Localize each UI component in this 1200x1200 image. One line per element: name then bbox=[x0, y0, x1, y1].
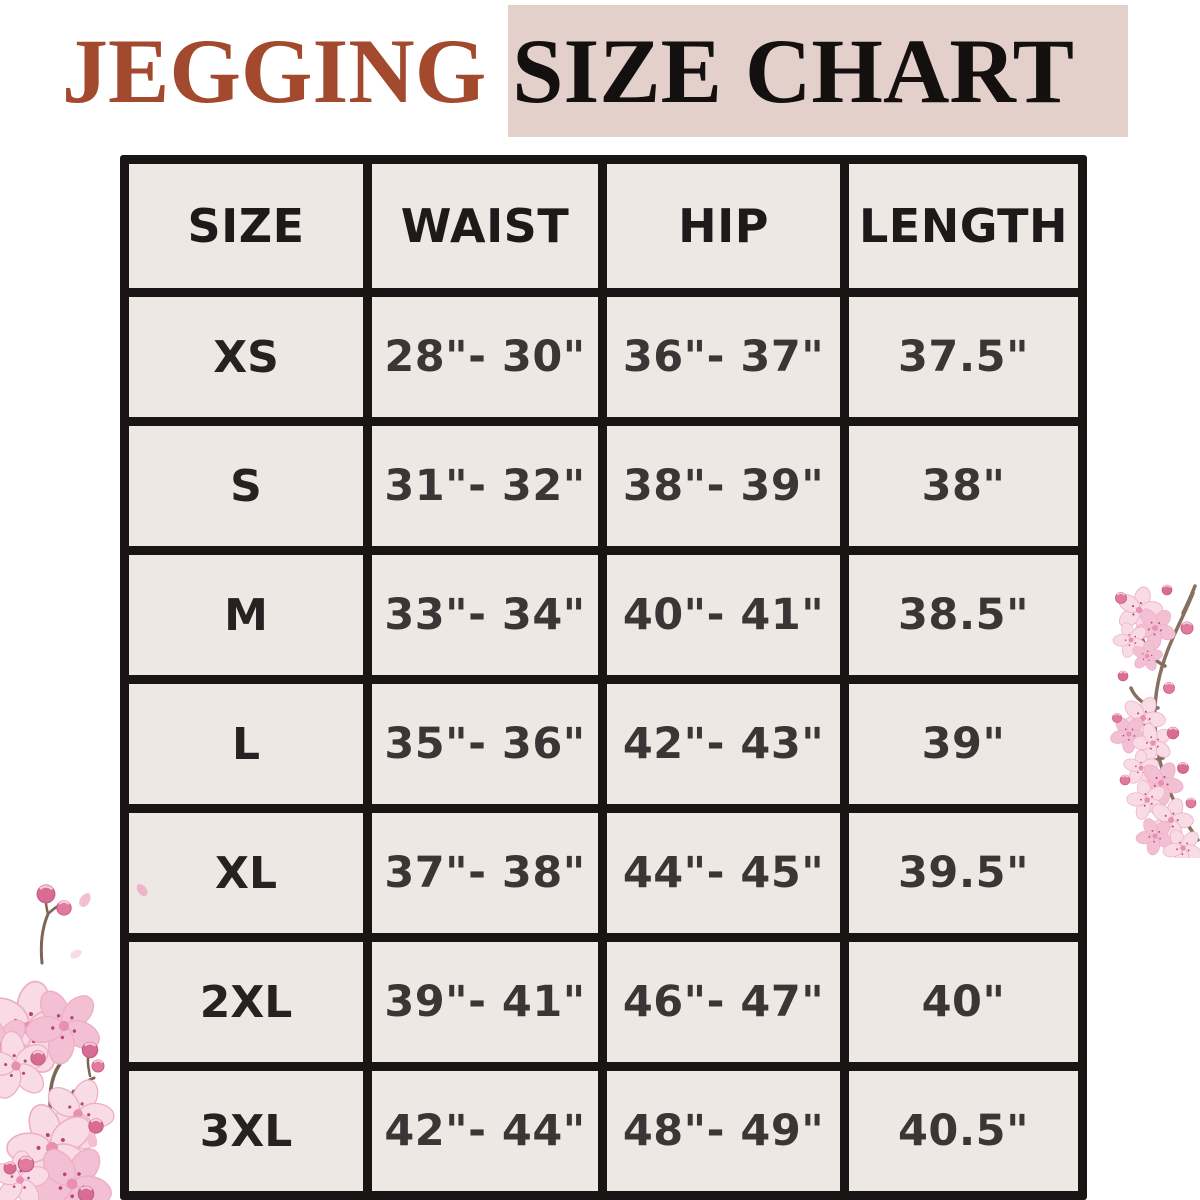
length-value-cell: 38.5" bbox=[849, 555, 1078, 675]
size-label-cell: L bbox=[129, 684, 363, 804]
size-label-cell: XL bbox=[129, 813, 363, 933]
column-header-hip: HIP bbox=[607, 164, 840, 288]
column-header-length: LENGTH bbox=[849, 164, 1078, 288]
hip-value-cell: 44"- 45" bbox=[607, 813, 840, 933]
size-label-cell: 2XL bbox=[129, 942, 363, 1062]
column-header-waist: WAIST bbox=[372, 164, 598, 288]
length-value-cell: 38" bbox=[849, 426, 1078, 546]
waist-value-cell: 28"- 30" bbox=[372, 297, 598, 417]
length-value-cell: 39.5" bbox=[849, 813, 1078, 933]
size-label-cell: M bbox=[129, 555, 363, 675]
length-value-cell: 37.5" bbox=[849, 297, 1078, 417]
hip-value-cell: 40"- 41" bbox=[607, 555, 840, 675]
size-label-cell: 3XL bbox=[129, 1071, 363, 1191]
branch-path bbox=[1129, 584, 1200, 842]
hip-value-cell: 38"- 39" bbox=[607, 426, 840, 546]
length-value-cell: 39" bbox=[849, 684, 1078, 804]
blossom-buds bbox=[1111, 584, 1197, 809]
waist-value-cell: 35"- 36" bbox=[372, 684, 598, 804]
page-title: JEGGING SIZE CHART bbox=[62, 4, 1074, 138]
length-value-cell: 40.5" bbox=[849, 1071, 1078, 1191]
blossom-buds bbox=[3, 883, 105, 1200]
hip-value-cell: 48"- 49" bbox=[607, 1071, 840, 1191]
hip-value-cell: 36"- 37" bbox=[607, 297, 840, 417]
size-label-cell: S bbox=[129, 426, 363, 546]
title-highlight-box bbox=[508, 5, 1128, 137]
hip-value-cell: 46"- 47" bbox=[607, 942, 840, 1062]
title-chart-label: SIZE CHART bbox=[512, 20, 1074, 122]
hip-value-cell: 42"- 43" bbox=[607, 684, 840, 804]
length-value-cell: 40" bbox=[849, 942, 1078, 1062]
branch-path bbox=[2, 891, 96, 1200]
size-label-cell: XS bbox=[129, 297, 363, 417]
waist-value-cell: 33"- 34" bbox=[372, 555, 598, 675]
size-chart-table: SIZE WAIST HIP LENGTH XS 28"- 30" 36"- 3… bbox=[120, 155, 1087, 1200]
cherry-blossom-right-decoration bbox=[1103, 580, 1200, 858]
waist-value-cell: 37"- 38" bbox=[372, 813, 598, 933]
waist-value-cell: 42"- 44" bbox=[372, 1071, 598, 1191]
waist-value-cell: 31"- 32" bbox=[372, 426, 598, 546]
waist-value-cell: 39"- 41" bbox=[372, 942, 598, 1062]
blossom-flowers bbox=[0, 970, 132, 1200]
column-header-size: SIZE bbox=[129, 164, 363, 288]
blossom-flowers bbox=[1103, 580, 1200, 858]
title-product-name: JEGGING bbox=[62, 20, 487, 122]
